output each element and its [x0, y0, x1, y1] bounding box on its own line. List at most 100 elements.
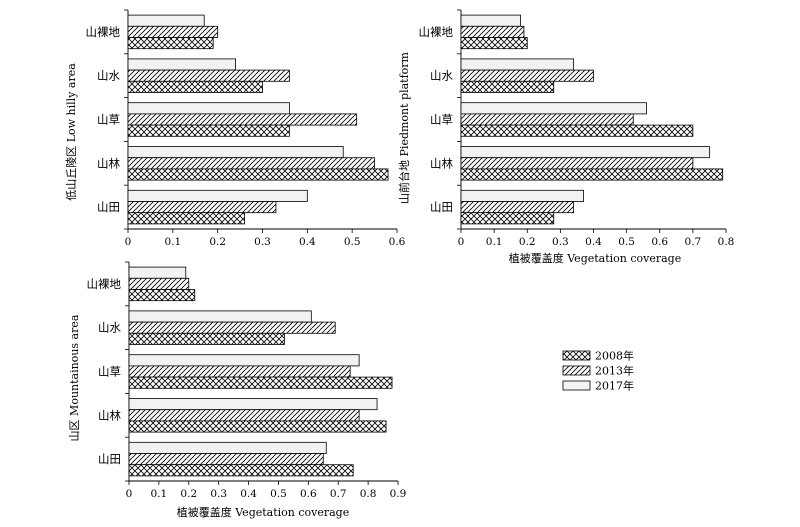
category-label: 山草	[430, 113, 453, 127]
bar-2013	[460, 69, 594, 82]
category-label: 山田	[97, 200, 120, 214]
bar-2013	[128, 365, 351, 378]
category-label: 山水	[97, 69, 120, 83]
x-tick-label: 0.8	[718, 236, 735, 248]
chart-piedmont: 山前台地 Piedmont platform 植被覆盖度 Vegetation …	[397, 9, 735, 265]
bar-2017	[128, 398, 378, 411]
x-tick-label: 0.7	[685, 236, 702, 248]
x-tick-label: 0.8	[360, 488, 377, 500]
category-label: 山草	[97, 113, 120, 127]
bar-2013	[128, 409, 360, 422]
bar-2008	[460, 80, 555, 93]
bar-2008	[128, 332, 285, 345]
bar-2013	[128, 277, 190, 290]
bar-2017	[460, 102, 647, 115]
bar-2008	[127, 168, 389, 181]
bar-2008	[128, 420, 387, 433]
bar-2013	[127, 69, 290, 82]
bar-2008	[128, 289, 196, 302]
x-tick-label: 0	[126, 488, 133, 500]
x-tick-label: 0.9	[390, 488, 407, 500]
category-label: 山裸地	[87, 277, 122, 291]
legend-swatch-2013	[562, 365, 591, 376]
bar-2013	[460, 157, 694, 170]
bar-2017	[460, 58, 575, 71]
bar-2008	[127, 80, 263, 93]
bar-2017	[128, 266, 187, 279]
y-axis-title: 山区 Mountainous area	[68, 314, 81, 441]
y-axis-title: 山前台地 Piedmont platform	[397, 51, 411, 204]
bar-2017	[128, 354, 360, 367]
bar-2017	[128, 441, 327, 454]
bar-2008	[460, 37, 528, 50]
bar-2008	[127, 37, 214, 50]
y-axis-title: 低山丘陵区 Low hilly area	[65, 63, 78, 201]
x-tick-label: 0.6	[389, 236, 406, 248]
bar-2013	[460, 113, 634, 126]
legend-swatch-2017	[562, 380, 591, 391]
bar-2008	[460, 124, 694, 137]
bar-2017	[127, 58, 236, 71]
bar-2008	[128, 376, 393, 389]
legend: 2008年 2013年 2017年	[562, 349, 634, 393]
bar-2017	[460, 14, 522, 27]
x-tick-label: 0.1	[486, 236, 503, 248]
bar-2008	[127, 212, 245, 225]
legend-swatch-2008	[562, 350, 591, 361]
bar-2013	[128, 453, 324, 466]
bar-2008	[460, 212, 555, 225]
x-tick-label: 0.4	[585, 236, 602, 248]
bar-2008	[128, 464, 354, 477]
category-label: 山裸地	[86, 25, 121, 39]
bar-2013	[127, 25, 219, 38]
x-axis-title: 植被覆盖度 Vegetation coverage	[509, 251, 682, 265]
category-label: 山水	[430, 69, 453, 83]
legend-label-2013: 2013年	[595, 364, 634, 378]
category-label: 山林	[430, 156, 453, 170]
bar-2017	[127, 14, 205, 27]
category-label: 山裸地	[419, 25, 454, 39]
x-tick-label: 0	[458, 236, 465, 248]
x-tick-label: 0	[125, 236, 132, 248]
x-tick-label: 0.3	[254, 236, 271, 248]
x-tick-label: 0.7	[330, 488, 347, 500]
x-tick-label: 0.5	[344, 236, 361, 248]
bar-2008	[127, 124, 290, 137]
bar-2017	[127, 102, 290, 115]
bar-2017	[460, 189, 584, 202]
bar-2013	[460, 201, 575, 214]
x-tick-label: 0.3	[210, 488, 227, 500]
x-tick-label: 0.4	[299, 236, 316, 248]
x-tick-label: 0.1	[164, 236, 181, 248]
bar-2017	[127, 146, 344, 159]
x-tick-label: 0.2	[180, 488, 197, 500]
legend-label-2008: 2008年	[595, 349, 634, 363]
x-tick-label: 0.5	[618, 236, 635, 248]
category-label: 山林	[98, 408, 121, 422]
x-axis-title: 植被覆盖度 Vegetation coverage	[177, 505, 350, 519]
category-label: 山田	[430, 200, 453, 214]
bar-2013	[127, 157, 375, 170]
x-tick-label: 0.6	[300, 488, 317, 500]
x-tick-label: 0.1	[151, 488, 168, 500]
legend-label-2017: 2017年	[595, 379, 634, 393]
x-tick-label: 0.3	[552, 236, 569, 248]
bar-2013	[127, 113, 358, 126]
bar-2017	[460, 146, 710, 159]
x-tick-label: 0.4	[240, 488, 257, 500]
category-label: 山草	[98, 365, 121, 379]
bar-2017	[127, 189, 308, 202]
x-tick-label: 0.2	[209, 236, 226, 248]
bar-2013	[128, 321, 336, 334]
category-label: 山水	[98, 321, 121, 335]
category-label: 山田	[98, 452, 121, 466]
bar-2008	[460, 168, 724, 181]
category-label: 山林	[97, 156, 120, 170]
bar-2013	[127, 201, 277, 214]
x-tick-label: 0.6	[651, 236, 668, 248]
bar-2013	[460, 25, 525, 38]
bar-2017	[128, 310, 312, 323]
x-tick-label: 0.2	[519, 236, 536, 248]
